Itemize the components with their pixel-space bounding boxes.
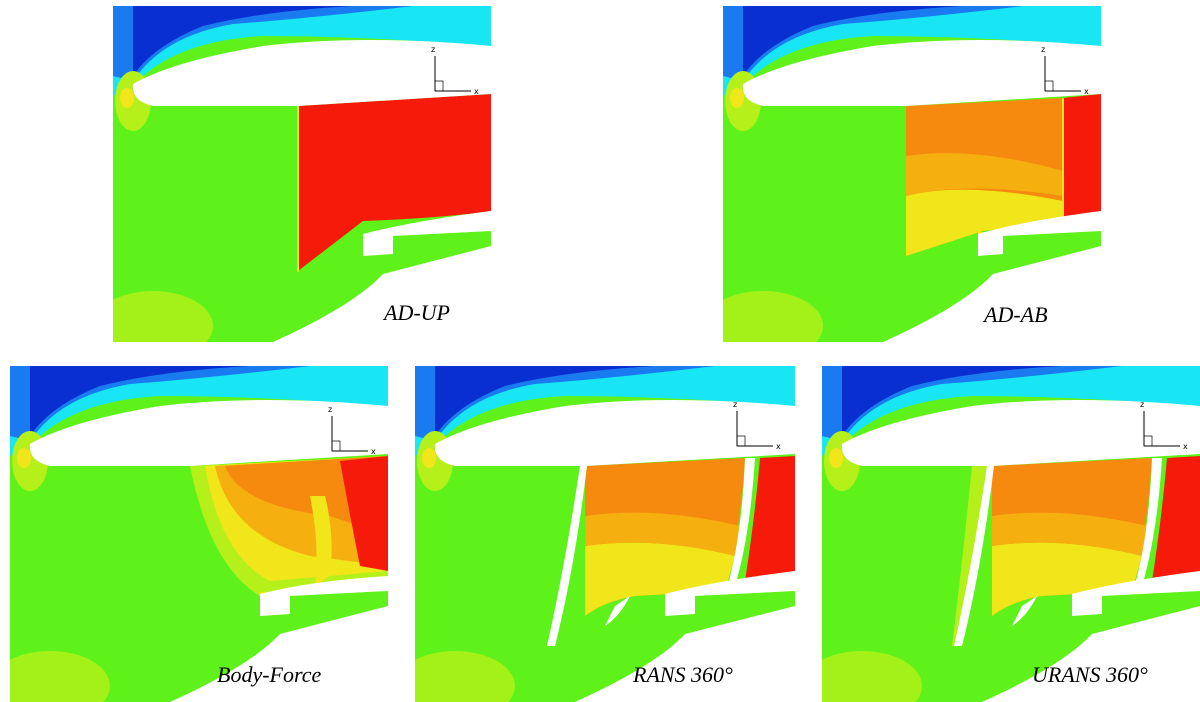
axis-triad: z x [431, 45, 479, 96]
caption-urans-360: URANS 360° [1032, 662, 1148, 687]
svg-text:x: x [1183, 442, 1188, 451]
contour-plot-body-force: z x [10, 366, 388, 702]
svg-text:z: z [431, 45, 435, 54]
contour-plot-rans-360: z x [415, 366, 795, 702]
contour-plot-urans-360: z x [822, 366, 1200, 702]
axis-triad: z x [733, 400, 781, 451]
contour-plot-ad-ab: z x [723, 6, 1101, 342]
contour-plot-ad-up: z x [113, 6, 491, 342]
svg-text:x: x [371, 447, 376, 456]
svg-text:z: z [1041, 45, 1045, 54]
svg-text:z: z [733, 400, 737, 409]
contour-panel-urans-360: z x URANS 360° [822, 366, 1200, 702]
contour-panel-ad-up: z x AD-UP [113, 6, 491, 342]
axis-triad: z x [328, 405, 376, 456]
axis-triad: z x [1041, 45, 1089, 96]
caption-ad-ab: AD-AB [984, 302, 1048, 327]
caption-body-force: Body-Force [217, 662, 322, 687]
svg-text:x: x [474, 87, 479, 96]
svg-text:x: x [1084, 87, 1089, 96]
caption-rans-360: RANS 360° [633, 662, 733, 687]
caption-ad-up: AD-UP [384, 300, 450, 325]
contour-panel-body-force: z x Body-Force [10, 366, 388, 702]
axis-triad: z x [1140, 400, 1188, 451]
contour-panel-ad-ab: z x AD-AB [723, 6, 1101, 342]
svg-text:z: z [328, 405, 332, 414]
svg-text:x: x [776, 442, 781, 451]
svg-text:z: z [1140, 400, 1144, 409]
contour-panel-rans-360: z x RANS 360° [415, 366, 795, 702]
